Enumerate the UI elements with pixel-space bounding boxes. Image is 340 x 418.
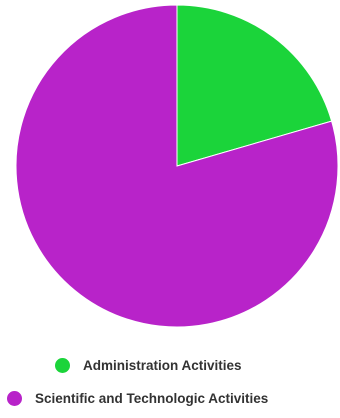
legend-swatch-administration [55, 358, 70, 373]
legend-item-scientific[interactable]: Scientific and Technologic Activities [7, 391, 268, 406]
pie-chart [15, 4, 339, 328]
legend-swatch-scientific [7, 391, 22, 406]
pie-slice-administration[interactable] [176, 4, 333, 167]
legend-item-administration[interactable]: Administration Activities [55, 358, 242, 373]
legend-label-scientific: Scientific and Technologic Activities [35, 391, 269, 406]
legend-label-administration: Administration Activities [83, 358, 242, 373]
pie-slice-scientific[interactable] [15, 4, 339, 328]
